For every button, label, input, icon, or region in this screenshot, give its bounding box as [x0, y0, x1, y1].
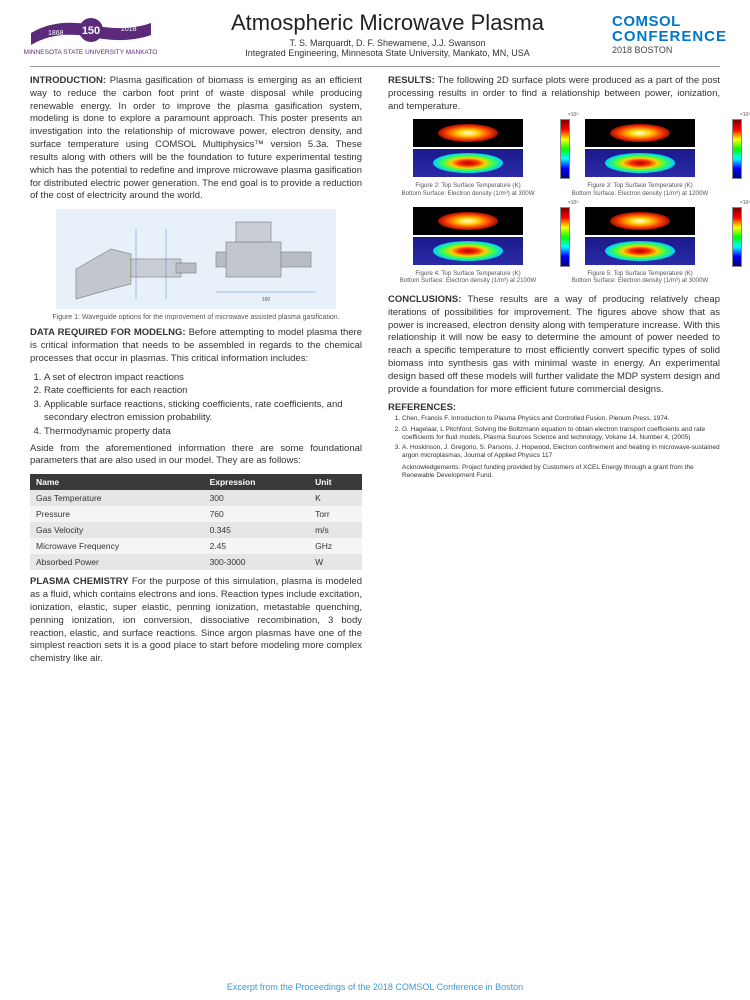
list-item: Applicable surface reactions, sticking c…: [44, 399, 362, 425]
result-panel: ×10³: [388, 119, 548, 177]
list-item: Rate coefficients for each reaction: [44, 385, 362, 398]
svg-text:2018: 2018: [121, 26, 137, 33]
svg-text:100: 100: [262, 297, 271, 303]
references-section: REFERENCES: Chen, Francis F. Introductio…: [388, 402, 720, 480]
reference-item: Chen, Francis F. Introduction to Plasma …: [402, 415, 720, 423]
university-logo: 1868 150 2018 MINNESOTA STATE UNIVERSITY…: [18, 13, 163, 56]
data-required-list: A set of electron impact reactions Rate …: [44, 372, 362, 439]
table-header: Unit: [309, 474, 362, 490]
title-block: Atmospheric Microwave Plasma T. S. Marqu…: [171, 10, 604, 58]
figure-1: 100 Figure 1: Waveguide options for the …: [30, 209, 362, 321]
data-required-tail: Aside from the aforementioned informatio…: [30, 443, 362, 469]
results-lead: RESULTS: The following 2D surface plots …: [388, 75, 720, 113]
left-column: INTRODUCTION: Plasma gasification of bio…: [30, 75, 362, 672]
right-column: RESULTS: The following 2D surface plots …: [388, 75, 720, 672]
reference-item: A. Hoskinson, J. Gregorio, S. Parsons, J…: [402, 444, 720, 460]
conclusions-paragraph: CONCLUSIONS: These results are a way of …: [388, 294, 720, 397]
result-panel: ×10³: [388, 207, 548, 265]
figure-caption: Figure 2: Top Surface Temperature (K)Bot…: [388, 182, 548, 196]
poster-body: INTRODUCTION: Plasma gasification of bio…: [0, 75, 750, 672]
result-panel: ×10³: [560, 119, 720, 177]
poster-title: Atmospheric Microwave Plasma: [171, 10, 604, 36]
list-item: Thermodynamic property data: [44, 426, 362, 439]
affiliation: Integrated Engineering, Minnesota State …: [171, 48, 604, 58]
parameters-table: Name Expression Unit Gas Temperature300K…: [30, 474, 362, 570]
plasma-chemistry-paragraph: PLASMA CHEMISTRY For the purpose of this…: [30, 576, 362, 666]
table-header: Expression: [204, 474, 310, 490]
university-name: MINNESOTA STATE UNIVERSITY MANKATO: [18, 49, 163, 56]
comsol-logo: COMSOL CONFERENCE 2018 BOSTON: [612, 14, 732, 55]
table-header: Name: [30, 474, 204, 490]
svg-text:150: 150: [81, 25, 99, 37]
list-item: A set of electron impact reactions: [44, 372, 362, 385]
figure-caption: Figure 5: Top Surface Temperature (K)Bot…: [560, 270, 720, 284]
result-panel: ×10³: [560, 207, 720, 265]
svg-text:1868: 1868: [48, 30, 64, 37]
footer-text: Excerpt from the Proceedings of the 2018…: [0, 982, 750, 992]
figure-caption: Figure 3: Top Surface Temperature (K)Bot…: [560, 182, 720, 196]
header-divider: [30, 66, 720, 67]
reference-item: G. Hagelaar, L Pitchford, Solving the Bo…: [402, 426, 720, 442]
intro-paragraph: INTRODUCTION: Plasma gasification of bio…: [30, 75, 362, 203]
poster-header: 1868 150 2018 MINNESOTA STATE UNIVERSITY…: [0, 0, 750, 64]
data-required-paragraph: DATA REQUIRED FOR MODELNG: Before attemp…: [30, 327, 362, 365]
figure-1-caption: Figure 1: Waveguide options for the impr…: [30, 314, 362, 321]
authors: T. S. Marquardt, D. F. Shewamene, J.J. S…: [171, 38, 604, 48]
acknowledgements: Acknowledgements: Project funding provid…: [402, 464, 720, 480]
results-grid: ×10³ ×10³ Figure 2: Top Surface Temperat…: [388, 119, 720, 290]
figure-caption: Figure 4: Top Surface Temperature (K)Bot…: [388, 270, 548, 284]
